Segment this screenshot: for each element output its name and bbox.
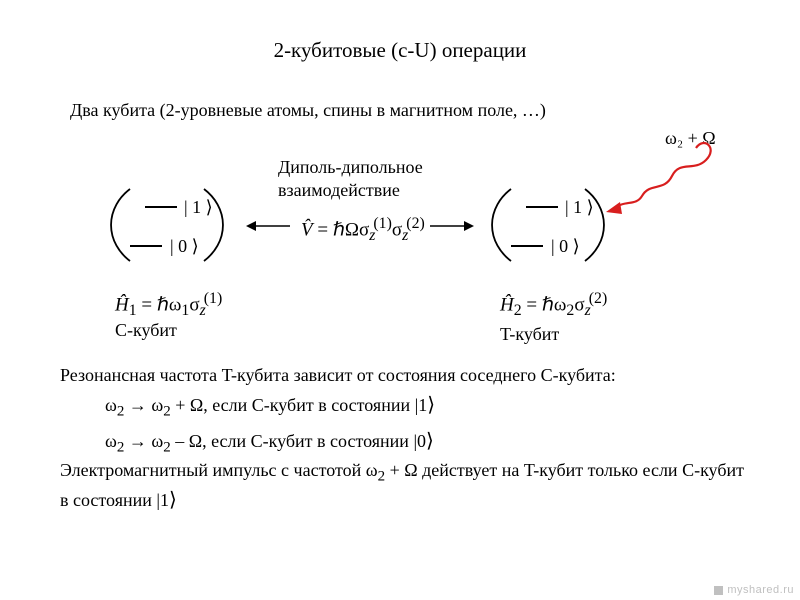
t-qubit-label: T-кубит [500, 324, 559, 345]
t-ket-1: | 1 ⟩ [565, 197, 594, 218]
em-pulse-arrow [606, 143, 711, 214]
watermark-icon [714, 586, 723, 595]
freq-shift-rule-1: ω2 → ω2 + Ω, если C-кубит в состоянии |1… [105, 392, 435, 421]
watermark-text: myshared.ru [727, 584, 794, 596]
resonance-text: Резонансная частота T-кубита зависит от … [60, 365, 760, 386]
c-qubit-label: C-кубит [115, 320, 177, 341]
c-ket-0: | 0 ⟩ [170, 236, 199, 257]
freq-shift-rule-2: ω2 → ω2 – Ω, если C-кубит в состоянии |0… [105, 428, 434, 457]
t-ket-0: | 0 ⟩ [551, 236, 580, 257]
hamiltonian-1: Ĥ1 = ℏω1σz(1) [115, 290, 222, 320]
c-ket-1: | 1 ⟩ [184, 197, 213, 218]
interaction-hamiltonian: V̂ = ℏΩσz(1)σz(2) [301, 215, 425, 245]
em-pulse-text: Электромагнитный импульс с частотой ω2 +… [60, 458, 750, 514]
hamiltonian-2: Ĥ2 = ℏω2σz(2) [500, 290, 607, 320]
watermark: myshared.ru [714, 584, 794, 596]
